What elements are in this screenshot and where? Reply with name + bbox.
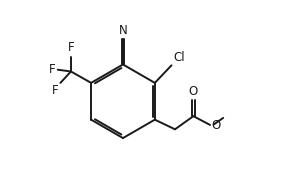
Text: F: F (49, 63, 56, 76)
Text: N: N (119, 24, 127, 37)
Text: F: F (68, 41, 74, 54)
Text: F: F (52, 84, 59, 97)
Text: Cl: Cl (173, 51, 185, 64)
Text: O: O (211, 119, 221, 132)
Text: O: O (189, 85, 198, 98)
